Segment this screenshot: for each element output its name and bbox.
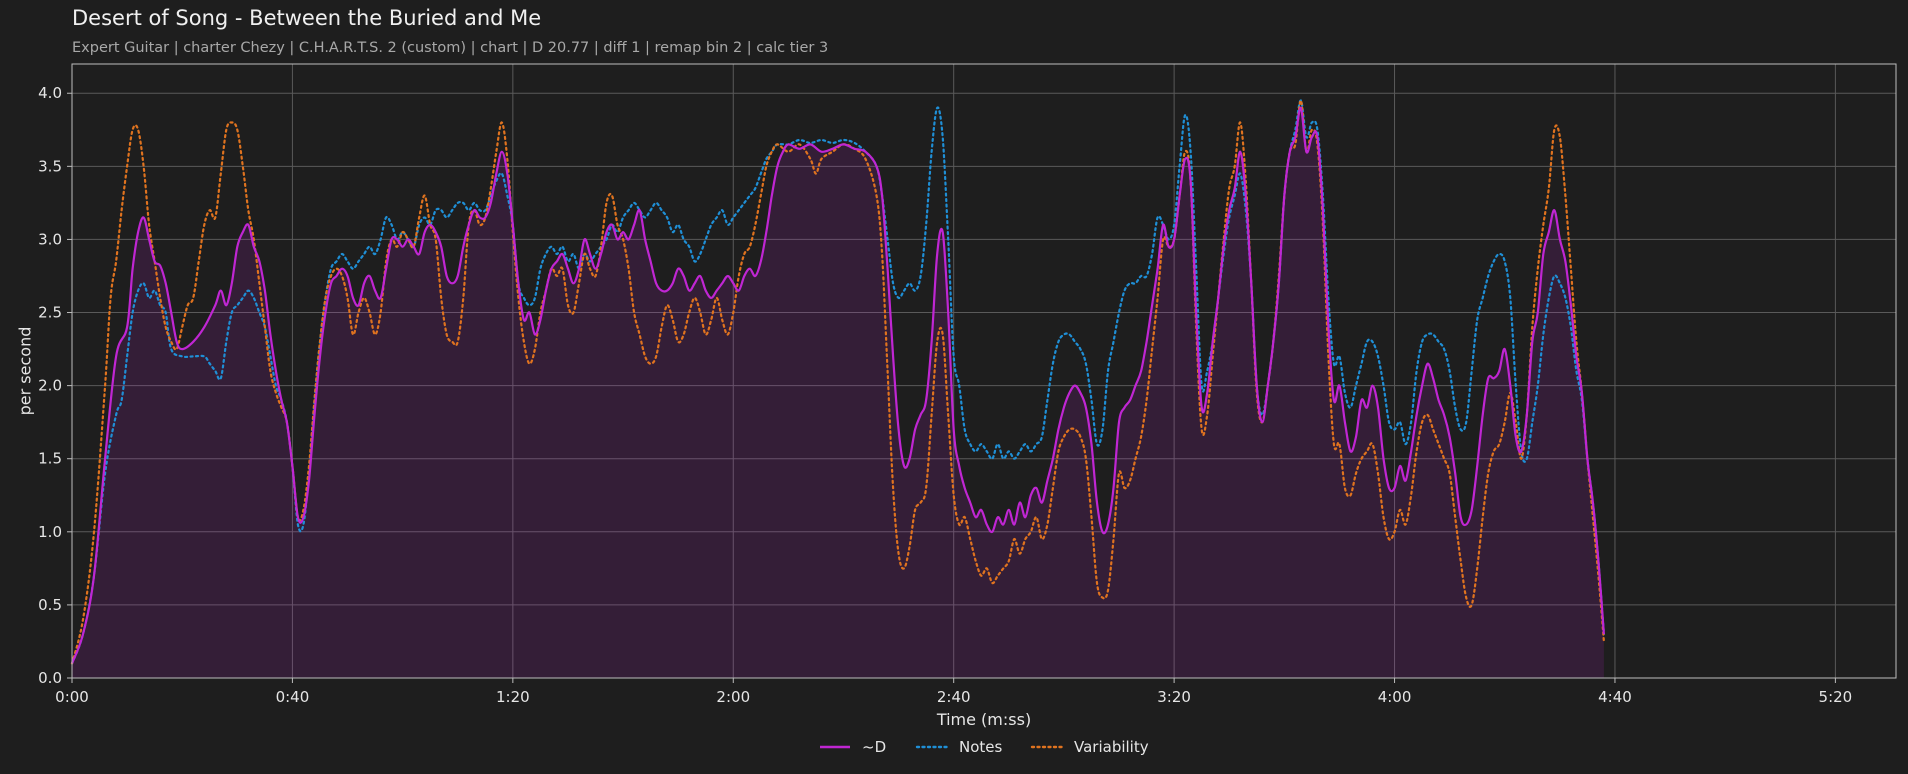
plot-frame xyxy=(71,63,1897,679)
legend-label: ~D xyxy=(862,738,886,756)
x-axis: 0:00 0:40 1:20 2:00 2:40 3:20 4:00 4:40 5:20 xyxy=(55,678,1852,706)
x-axis-label: Time (m:ss) xyxy=(936,710,1031,729)
y-tick-label: 3.5 xyxy=(38,157,62,175)
x-tick-label: 1:20 xyxy=(496,688,530,706)
series-line-d xyxy=(70,106,1605,664)
y-tick-label: 1.0 xyxy=(38,523,62,541)
x-tick-label: 2:00 xyxy=(716,688,750,706)
y-tick-label: 1.5 xyxy=(38,450,62,468)
chart-subtitle: Expert Guitar | charter Chezy | C.H.A.R.… xyxy=(72,40,829,56)
y-axis: 0.0 0.5 1.0 1.5 2.0 2.5 3.0 3.5 4.0 xyxy=(38,84,72,687)
x-tick-label: 0:40 xyxy=(276,688,310,706)
x-tick-label: 3:20 xyxy=(1157,688,1191,706)
y-tick-label: 4.0 xyxy=(38,84,62,102)
legend-label: Variability xyxy=(1074,738,1149,756)
x-tick-label: 5:20 xyxy=(1819,688,1853,706)
x-tick-label: 2:40 xyxy=(937,688,971,706)
legend: ~D Notes Variability xyxy=(820,738,1149,756)
x-tick-label: 0:00 xyxy=(55,688,89,706)
y-tick-label: 0.5 xyxy=(38,596,62,614)
chart-title: Desert of Song - Between the Buried and … xyxy=(72,6,542,30)
y-tick-label: 2.5 xyxy=(38,304,62,322)
y-tick-label: 3.0 xyxy=(38,230,62,248)
y-axis-label: per second xyxy=(16,327,35,416)
legend-label: Notes xyxy=(959,738,1003,756)
series-line-notes xyxy=(70,99,1605,665)
x-tick-label: 4:00 xyxy=(1378,688,1412,706)
series-layer xyxy=(70,99,1605,665)
series-line-variability xyxy=(70,99,1605,665)
x-tick-label: 4:40 xyxy=(1598,688,1632,706)
difficulty-area-fill xyxy=(72,107,1604,678)
y-tick-label: 2.0 xyxy=(38,377,62,395)
y-tick-label: 0.0 xyxy=(38,669,62,687)
